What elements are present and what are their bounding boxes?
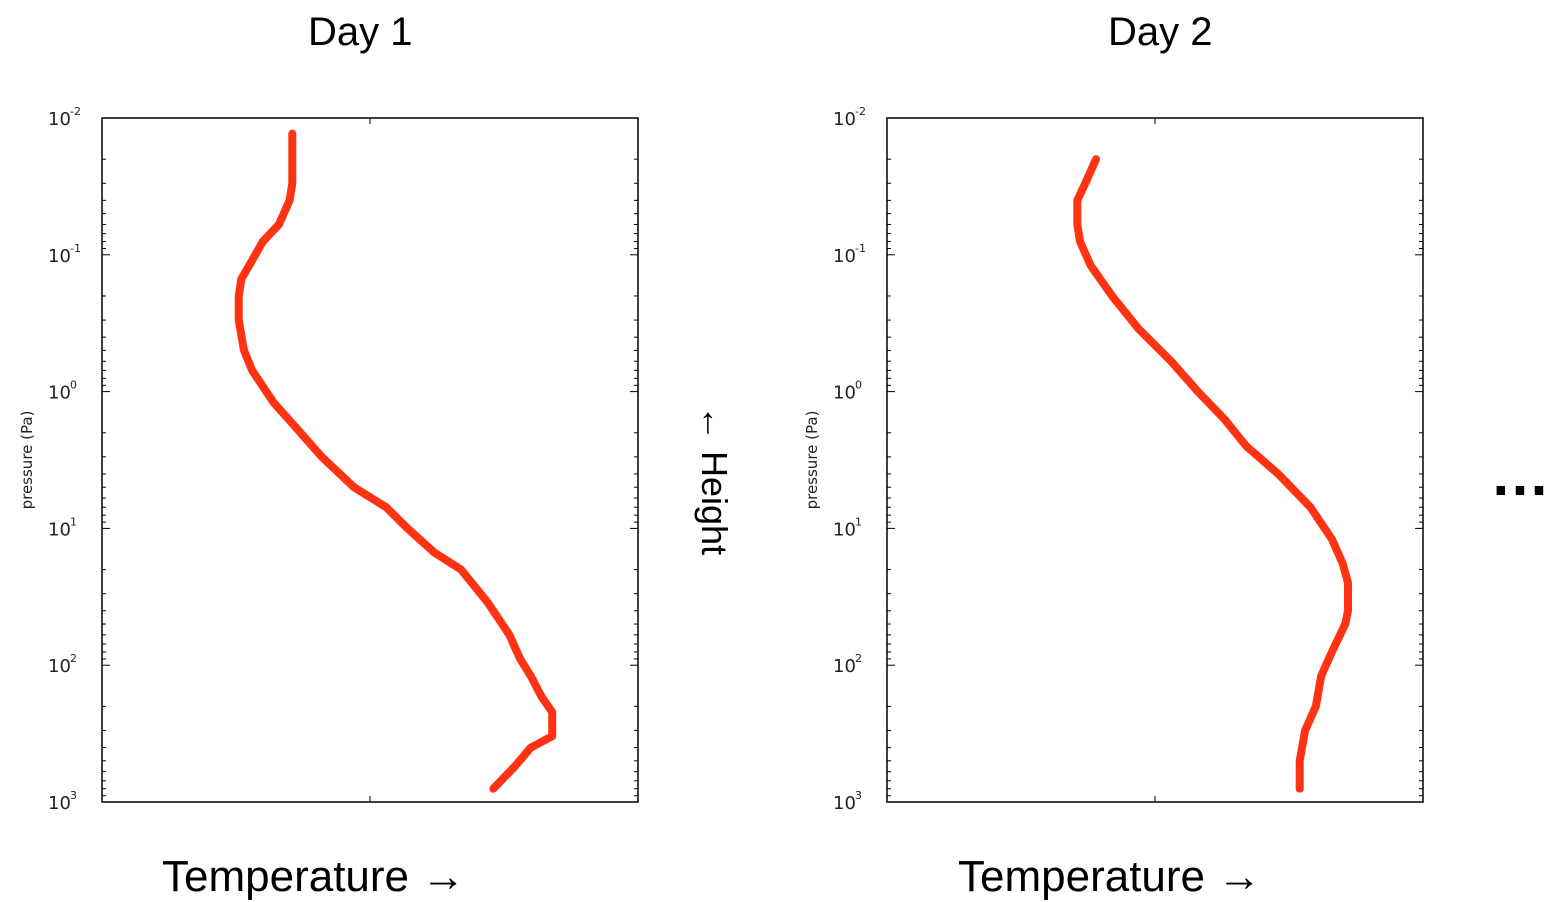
y-tick-label: 10	[48, 246, 71, 267]
y-tick-label: 10	[48, 519, 71, 540]
y-tick-exponent: 0	[855, 379, 862, 392]
continuation-ellipsis: …	[1490, 441, 1552, 508]
x-axis-label: Temperature →	[958, 852, 1262, 901]
temperature-profile-line	[234, 129, 557, 793]
y-tick-exponent: 0	[70, 379, 77, 392]
y-tick-label: 10	[48, 109, 71, 130]
y-tick-exponent: 2	[855, 652, 862, 665]
plot-frame	[101, 117, 639, 803]
y-tick-exponent: -1	[70, 242, 81, 255]
y-tick-label: 10	[833, 246, 856, 267]
chart-title: Day 1	[308, 10, 413, 54]
y-tick-exponent: -1	[855, 242, 866, 255]
y-tick-label: 10	[48, 656, 71, 677]
y-tick-exponent: -2	[70, 105, 81, 118]
plot-frame	[886, 117, 1424, 803]
y-tick-label: 10	[833, 383, 856, 404]
y-tick-exponent: 1	[855, 515, 862, 528]
y-axis-label: pressure (Pa)	[803, 411, 821, 510]
y-tick-exponent: 3	[70, 789, 77, 802]
y-tick-exponent: -2	[855, 105, 866, 118]
x-axis-label: Temperature →	[162, 852, 466, 901]
chart-title: Day 2	[1108, 10, 1213, 54]
height-label: ← Height	[694, 405, 735, 555]
y-tick-label: 10	[833, 519, 856, 540]
y-tick-label: 10	[48, 793, 71, 814]
y-axis-label: pressure (Pa)	[18, 411, 36, 510]
y-tick-label: 10	[833, 793, 856, 814]
y-tick-label: 10	[48, 383, 71, 404]
y-tick-exponent: 3	[855, 789, 862, 802]
height-label-text: ← Height	[694, 405, 735, 555]
y-tick-exponent: 2	[70, 652, 77, 665]
chart-panel-day-1: Day 1 10 -2 10 -1 10 0 10 1 10 2 10 3 pressure (Pa) …	[0, 0, 760, 902]
y-tick-label: 10	[833, 109, 856, 130]
chart-panel-day-2: Day 2 10 -2 10 -1 10 0 10 1 10 2 10 3 pressure (Pa) …	[785, 0, 1545, 902]
y-tick-exponent: 1	[70, 515, 77, 528]
y-tick-label: 10	[833, 656, 856, 677]
temperature-profile-line	[1073, 155, 1352, 793]
